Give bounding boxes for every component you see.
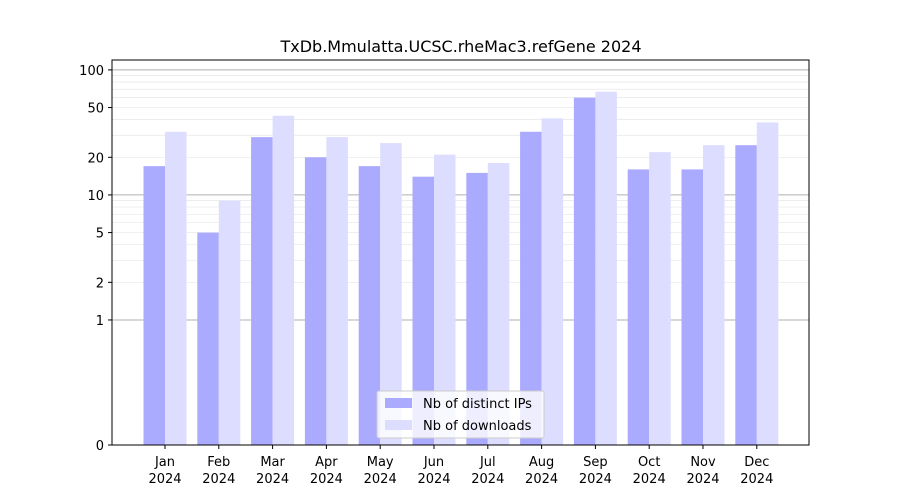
x-tick-label-month: Sep xyxy=(583,455,608,470)
x-tick-label-month: Jun xyxy=(423,455,444,470)
bar-downloads-feb xyxy=(218,200,241,445)
y-tick-label: 50 xyxy=(87,102,104,117)
bar-distinct-ips-jan xyxy=(143,166,165,445)
x-tick-label-month: Oct xyxy=(638,455,660,470)
y-tick-label: 0 xyxy=(96,439,104,454)
chart-title: TxDb.Mmulatta.UCSC.rheMac3.refGene 2024 xyxy=(279,37,641,56)
bar-distinct-ips-mar xyxy=(251,137,273,445)
x-tick-label-month: Nov xyxy=(690,455,716,470)
bar-downloads-mar xyxy=(272,115,295,445)
x-tick-label-year: 2024 xyxy=(256,472,289,487)
x-tick-label-month: Jan xyxy=(154,455,175,470)
bar-downloads-may xyxy=(380,143,402,445)
bar-distinct-ips-oct xyxy=(627,169,650,445)
x-tick-label-month: Feb xyxy=(207,455,230,470)
bar-distinct-ips-apr xyxy=(304,157,327,445)
bar-downloads-aug xyxy=(541,118,564,445)
y-axis: 0 1 2 5 10 20 50 100 xyxy=(79,64,112,454)
legend-box xyxy=(376,390,545,439)
legend-swatch-downloads xyxy=(385,420,412,430)
x-tick-label-year: 2024 xyxy=(148,472,181,487)
legend-label-downloads: Nb of downloads xyxy=(423,419,532,434)
x-tick-label-year: 2024 xyxy=(686,472,719,487)
legend-swatch-ips xyxy=(385,398,412,408)
x-tick-label-year: 2024 xyxy=(364,472,397,487)
x-tick-label-month: Aug xyxy=(529,455,554,470)
bar-downloads-apr xyxy=(326,137,348,445)
x-tick-label-year: 2024 xyxy=(471,472,504,487)
x-tick-label-month: Dec xyxy=(744,455,769,470)
x-tick-label-month: Apr xyxy=(315,455,338,470)
bar-downloads-jun xyxy=(434,154,456,446)
bar-distinct-ips-jun xyxy=(412,176,434,445)
x-tick-label-year: 2024 xyxy=(417,472,450,487)
x-tick-label-year: 2024 xyxy=(633,472,666,487)
bar-downloads-sep xyxy=(595,91,617,445)
y-tick-label: 1 xyxy=(96,314,104,329)
bar-distinct-ips-dec xyxy=(735,145,757,445)
x-tick-label-year: 2024 xyxy=(310,472,343,487)
x-tick-label-year: 2024 xyxy=(202,472,235,487)
bars xyxy=(143,91,779,446)
bar-distinct-ips-may xyxy=(358,166,381,445)
bar-downloads-dec xyxy=(756,122,779,445)
bar-downloads-jan xyxy=(165,131,187,445)
x-tick-label-month: Mar xyxy=(260,455,285,470)
x-tick-label-month: Jul xyxy=(479,455,496,470)
legend-label-ips: Nb of distinct IPs xyxy=(423,397,532,412)
x-tick-label-year: 2024 xyxy=(579,472,612,487)
bar-distinct-ips-sep xyxy=(573,97,596,445)
bar-distinct-ips-feb xyxy=(197,232,219,445)
x-tick-label-year: 2024 xyxy=(740,472,773,487)
legend: Nb of distinct IPs Nb of downloads xyxy=(376,390,545,439)
plot-frame xyxy=(111,59,810,446)
x-tick-label-month: May xyxy=(367,455,394,470)
y-tick-label: 2 xyxy=(96,276,104,291)
y-tick-label: 5 xyxy=(96,227,104,242)
x-tick-label-year: 2024 xyxy=(525,472,558,487)
y-tick-label: 100 xyxy=(79,64,104,79)
x-axis: Jan 2024 Feb 2024 Mar 2024 Apr 2024 May 2024 Jun 20… xyxy=(148,445,773,487)
bar-distinct-ips-jul xyxy=(466,172,488,445)
y-tick-label: 20 xyxy=(87,151,104,166)
bar-downloads-jul xyxy=(487,163,510,445)
bar-downloads-oct xyxy=(649,152,671,445)
y-tick-label: 10 xyxy=(87,189,104,204)
bar-downloads-nov xyxy=(703,145,725,445)
bar-distinct-ips-aug xyxy=(520,131,542,445)
bar-distinct-ips-nov xyxy=(681,169,703,445)
